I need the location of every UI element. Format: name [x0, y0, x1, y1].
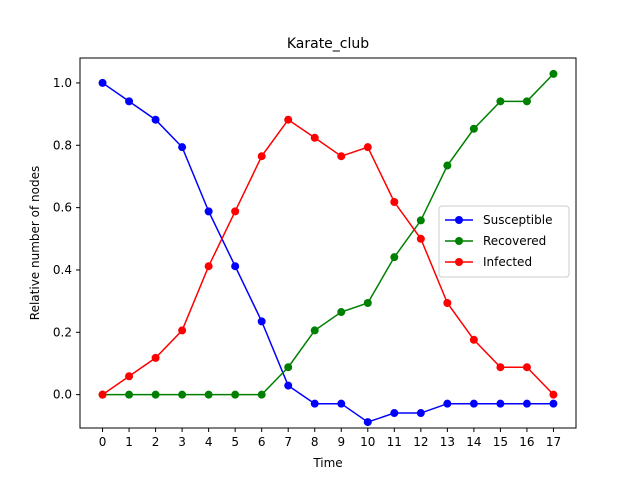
data-point-infected: [284, 115, 293, 124]
data-point-susceptible: [151, 115, 160, 124]
data-point-susceptible: [125, 97, 134, 106]
data-point-recovered: [416, 216, 425, 225]
x-axis-label: Time: [312, 456, 342, 470]
data-point-susceptible: [522, 399, 531, 408]
x-tick-label: 3: [178, 435, 186, 449]
legend-label-susceptible: Susceptible: [483, 213, 552, 227]
data-point-infected: [549, 390, 558, 399]
data-point-recovered: [549, 69, 558, 78]
x-tick-label: 17: [546, 435, 561, 449]
data-point-infected: [363, 143, 372, 152]
data-point-recovered: [363, 299, 372, 308]
x-tick-label: 7: [284, 435, 292, 449]
y-tick-label: 0.8: [53, 138, 72, 152]
data-point-susceptible: [390, 409, 399, 418]
data-point-infected: [125, 372, 134, 381]
data-point-susceptible: [257, 317, 266, 326]
data-point-susceptible: [204, 207, 213, 216]
data-point-recovered: [231, 390, 240, 399]
data-point-susceptible: [337, 399, 346, 408]
data-point-recovered: [310, 326, 319, 335]
x-tick-label: 15: [493, 435, 508, 449]
data-point-susceptible: [363, 418, 372, 427]
x-tick-label: 14: [466, 435, 481, 449]
data-point-susceptible: [310, 399, 319, 408]
x-tick-label: 16: [519, 435, 534, 449]
legend-marker-susceptible: [455, 216, 463, 224]
data-point-recovered: [125, 390, 134, 399]
x-tick-label: 2: [152, 435, 160, 449]
x-tick-label: 12: [413, 435, 428, 449]
x-tick-label: 6: [258, 435, 266, 449]
data-point-infected: [257, 152, 266, 161]
legend-label-recovered: Recovered: [483, 234, 546, 248]
data-point-infected: [416, 234, 425, 243]
data-point-recovered: [522, 97, 531, 106]
data-point-recovered: [390, 253, 399, 262]
y-tick-label: 0.2: [53, 325, 72, 339]
series-line-susceptible: [102, 82, 554, 423]
legend-marker-infected: [455, 258, 463, 266]
data-point-recovered: [204, 390, 213, 399]
y-axis-label: Relative number of nodes: [28, 166, 42, 320]
y-tick-label: 0.0: [53, 388, 72, 402]
data-point-susceptible: [416, 409, 425, 418]
data-point-infected: [390, 198, 399, 207]
data-point-infected: [522, 363, 531, 372]
series-layer: [98, 69, 558, 427]
data-point-recovered: [257, 390, 266, 399]
data-point-infected: [151, 353, 160, 362]
x-tick-label: 8: [311, 435, 319, 449]
y-tick-label: 0.6: [53, 201, 72, 215]
data-point-susceptible: [231, 262, 240, 271]
data-point-infected: [337, 152, 346, 161]
data-point-recovered: [443, 161, 452, 170]
legend: Susceptible Recovered Infected: [438, 205, 570, 278]
data-point-recovered: [284, 363, 293, 372]
data-point-susceptible: [549, 399, 558, 408]
data-point-infected: [469, 335, 478, 344]
data-point-recovered: [469, 124, 478, 133]
data-point-infected: [310, 133, 319, 142]
data-point-infected: [98, 390, 107, 399]
y-tick-label: 0.4: [53, 263, 72, 277]
data-point-infected: [496, 363, 505, 372]
x-tick-label: 13: [440, 435, 455, 449]
data-point-recovered: [496, 97, 505, 106]
data-point-infected: [204, 262, 213, 271]
x-tick-label: 11: [387, 435, 402, 449]
data-point-susceptible: [284, 381, 293, 390]
data-point-infected: [178, 326, 187, 335]
chart-title: Karate_club: [287, 36, 369, 52]
data-point-recovered: [178, 390, 187, 399]
legend-box: [438, 205, 570, 278]
legend-marker-recovered: [455, 237, 463, 245]
data-point-infected: [443, 299, 452, 308]
x-tick-label: 1: [125, 435, 133, 449]
data-point-susceptible: [443, 399, 452, 408]
data-point-infected: [231, 207, 240, 216]
data-point-susceptible: [98, 78, 107, 87]
x-tick-label: 0: [99, 435, 107, 449]
ticks-layer: 0 1 2 3 4 5 6 7 8 9 10 11 12 13 14 15 16 170.00.20.40.60.…: [53, 76, 561, 449]
data-point-susceptible: [496, 399, 505, 408]
legend-label-infected: Infected: [483, 255, 532, 269]
series-line-recovered: [102, 73, 554, 396]
x-tick-label: 5: [231, 435, 239, 449]
data-point-recovered: [151, 390, 160, 399]
data-point-recovered: [337, 308, 346, 317]
data-point-susceptible: [469, 399, 478, 408]
x-tick-label: 9: [337, 435, 345, 449]
plot-frame: [79, 57, 577, 429]
data-point-susceptible: [178, 143, 187, 152]
x-tick-label: 10: [360, 435, 375, 449]
series-line-infected: [102, 118, 554, 396]
x-tick-label: 4: [205, 435, 213, 449]
y-tick-label: 1.0: [53, 76, 72, 90]
